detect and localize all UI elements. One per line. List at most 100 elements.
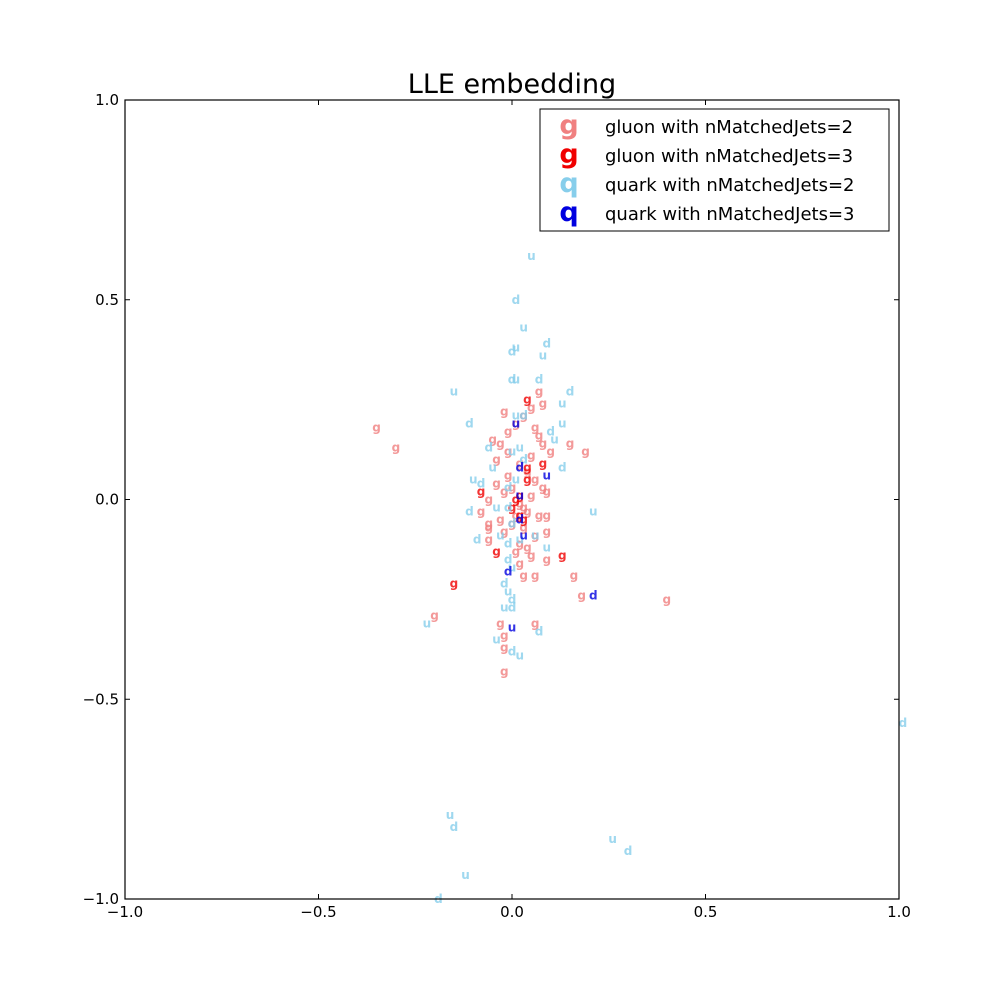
- data-point: g: [484, 516, 493, 530]
- data-point: g: [577, 588, 586, 602]
- data-point: g: [663, 592, 672, 606]
- data-point: g: [519, 500, 528, 514]
- legend-glyph: g: [559, 139, 578, 170]
- data-point: g: [539, 437, 548, 451]
- data-point: d: [558, 461, 567, 475]
- data-point: g: [535, 429, 544, 443]
- data-point: g: [477, 504, 486, 518]
- data-point: g: [543, 524, 552, 538]
- data-point: u: [527, 249, 536, 263]
- data-point: u: [550, 433, 559, 447]
- x-tick-label: 0.5: [694, 903, 718, 921]
- x-tick-label: 1.0: [887, 903, 911, 921]
- data-point: g: [504, 445, 513, 459]
- data-point: g: [543, 485, 552, 499]
- data-point: g: [496, 512, 505, 526]
- data-point: d: [504, 536, 513, 550]
- data-point: d: [519, 453, 528, 467]
- data-point: d: [484, 441, 493, 455]
- data-point: u: [492, 632, 501, 646]
- data-point: u: [539, 349, 548, 363]
- y-tick-label: −1.0: [83, 890, 119, 908]
- data-point: d: [504, 481, 513, 495]
- data-point: g: [523, 393, 532, 407]
- data-point: g: [500, 640, 509, 654]
- y-tick-label: 0.5: [95, 291, 119, 309]
- data-point: d: [624, 844, 633, 858]
- data-point: g: [539, 457, 548, 471]
- data-point: d: [473, 532, 482, 546]
- data-point: d: [504, 552, 513, 566]
- data-point: g: [523, 504, 532, 518]
- data-point: g: [515, 536, 524, 550]
- legend-entry-label: quark with nMatchedJets=2: [605, 175, 855, 196]
- data-point: u: [492, 500, 501, 514]
- data-point: u: [515, 532, 524, 546]
- data-point: d: [465, 504, 474, 518]
- data-point: g: [504, 425, 513, 439]
- data-point: g: [508, 500, 517, 514]
- data-point: g: [531, 528, 540, 542]
- data-point: u: [508, 445, 517, 459]
- data-point: d: [450, 820, 459, 834]
- data-point: d: [535, 373, 544, 387]
- data-point: u: [423, 616, 432, 630]
- data-point: u: [515, 648, 524, 662]
- data-point: u: [450, 385, 459, 399]
- data-point: g: [523, 540, 532, 554]
- data-point: u: [531, 528, 540, 542]
- x-tick-label: 0.0: [500, 903, 524, 921]
- legend-glyph: q: [559, 197, 578, 228]
- data-point: g: [558, 548, 567, 562]
- data-point: g: [570, 568, 579, 582]
- x-tick-label: −0.5: [300, 903, 336, 921]
- data-point: g: [488, 433, 497, 447]
- data-point: d: [508, 516, 517, 530]
- data-point: g: [519, 568, 528, 582]
- data-point: g: [500, 524, 509, 538]
- data-point: g: [484, 520, 493, 534]
- data-point: d: [512, 293, 521, 307]
- data-point: u: [558, 397, 567, 411]
- data-point: u: [508, 560, 517, 574]
- data-point: g: [531, 616, 540, 630]
- data-point: g: [500, 628, 509, 642]
- data-point: u: [512, 409, 521, 423]
- data-point: g: [527, 449, 536, 463]
- data-point: g: [527, 489, 536, 503]
- legend-glyph: q: [559, 168, 578, 199]
- data-point: g: [535, 385, 544, 399]
- data-point: d: [508, 600, 517, 614]
- data-point: g: [450, 576, 459, 590]
- data-point: g: [508, 481, 517, 495]
- data-point: g: [430, 608, 439, 622]
- data-point: g: [539, 481, 548, 495]
- data-point: u: [558, 417, 567, 431]
- data-point: g: [492, 453, 501, 467]
- data-point: g: [531, 568, 540, 582]
- data-point: g: [523, 461, 532, 475]
- data-point: g: [527, 548, 536, 562]
- data-point: u: [589, 504, 598, 518]
- data-point: u: [461, 868, 470, 882]
- data-point: g: [543, 508, 552, 522]
- data-point: d: [504, 564, 513, 578]
- data-point: g: [500, 405, 509, 419]
- data-point: u: [512, 473, 521, 487]
- data-point: g: [523, 465, 532, 479]
- data-point: g: [539, 397, 548, 411]
- legend-entry-label: quark with nMatchedJets=3: [605, 204, 855, 225]
- data-point: u: [500, 600, 509, 614]
- data-point: g: [372, 421, 381, 435]
- data-point: g: [515, 496, 524, 510]
- axis-ticks: −1.0 −0.5 0.0 0.5 1.0 −1.0 −0.5 0.0 0.5 1.0: [83, 91, 911, 921]
- data-point: d: [899, 716, 908, 730]
- data-point: u: [512, 341, 521, 355]
- data-point: u: [496, 528, 505, 542]
- legend-glyph: g: [559, 110, 578, 141]
- data-point: u: [519, 321, 528, 335]
